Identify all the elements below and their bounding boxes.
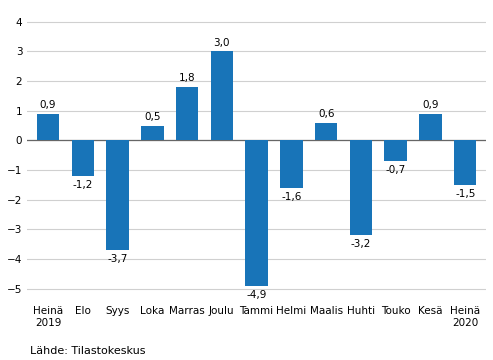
- Text: 0,9: 0,9: [422, 100, 439, 110]
- Bar: [141, 126, 164, 140]
- Text: 0,6: 0,6: [318, 109, 334, 119]
- Bar: [350, 140, 372, 235]
- Text: 3,0: 3,0: [213, 37, 230, 48]
- Text: 1,8: 1,8: [179, 73, 195, 83]
- Text: -1,6: -1,6: [281, 192, 302, 202]
- Bar: [246, 140, 268, 286]
- Text: Lähde: Tilastokeskus: Lähde: Tilastokeskus: [30, 346, 145, 356]
- Bar: [37, 114, 59, 140]
- Text: -1,5: -1,5: [455, 189, 475, 199]
- Bar: [71, 140, 94, 176]
- Text: -3,2: -3,2: [351, 239, 371, 249]
- Text: -0,7: -0,7: [386, 165, 406, 175]
- Bar: [106, 140, 129, 250]
- Text: 0,5: 0,5: [144, 112, 161, 122]
- Bar: [315, 123, 337, 140]
- Bar: [176, 87, 198, 140]
- Text: 0,9: 0,9: [40, 100, 56, 110]
- Text: -4,9: -4,9: [246, 289, 267, 300]
- Text: -3,7: -3,7: [107, 254, 128, 264]
- Bar: [454, 140, 477, 185]
- Bar: [385, 140, 407, 161]
- Text: -1,2: -1,2: [72, 180, 93, 190]
- Bar: [280, 140, 303, 188]
- Bar: [419, 114, 442, 140]
- Bar: [211, 51, 233, 140]
